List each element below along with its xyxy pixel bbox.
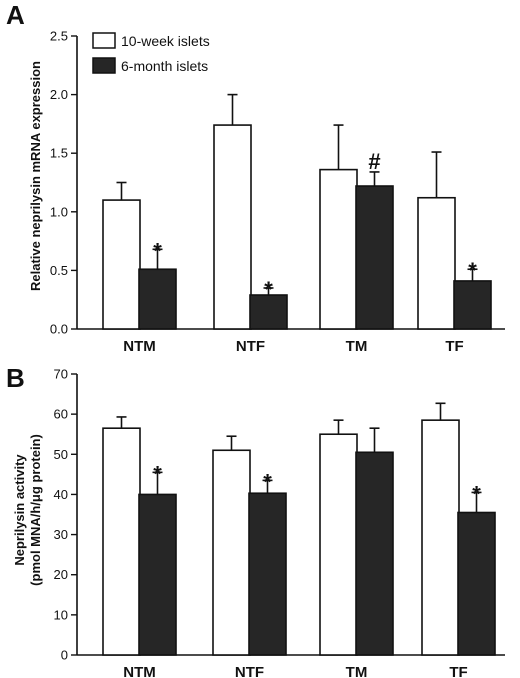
panel-b-bar-tm-10-week [319, 433, 358, 656]
panel-a-bar-ntm-6-month [138, 268, 177, 330]
panel-b-bar-tf-6-month [457, 511, 496, 656]
panel-a-bar-tm-6-month [355, 185, 394, 330]
panel-b-y-tick-label: 10 [54, 607, 68, 622]
panel-a-category-label: TF [445, 338, 463, 355]
panel-a-category-label: NTF [236, 338, 265, 355]
panel-b-bar-ntm-6-month [138, 493, 177, 656]
panel-b-y-axis-label-line-2: (pmol MNA/h/μg protein) [28, 434, 43, 586]
panel-b-y-tick-label: 40 [54, 487, 68, 502]
panel-a-y-tick-label: 2.0 [50, 87, 68, 102]
panel-b-category-label: TF [449, 664, 467, 678]
panel-a-bar-tf-10-week [417, 196, 456, 330]
panel-a-y-tick-label: 0.5 [50, 263, 68, 278]
panel-a-bar-ntf-6-month [249, 294, 288, 330]
panel-b-bar-ntf-6-month [248, 492, 287, 656]
panel-b: B Neprilysin activity (pmol MNA/h/μg pro… [6, 363, 505, 678]
panel-a-bar-tm-10-week [319, 168, 358, 330]
panel-b-significance-mark: * [153, 461, 162, 486]
panel-b-y-tick-label: 70 [54, 367, 68, 382]
panel-a-significance-mark: * [153, 238, 162, 263]
legend-swatch-10-week [92, 32, 116, 49]
panel-b-y-tick-label: 60 [54, 407, 68, 422]
panel-a-significance-mark: * [264, 277, 273, 302]
panel-a-letter: A [6, 0, 25, 30]
panel-b-significance-mark: * [263, 469, 272, 494]
panel-b-y-tick-label: 50 [54, 447, 68, 462]
panel-a-significance-mark: # [368, 149, 380, 174]
legend: 10-week islets 6-month islets [92, 32, 210, 74]
panel-b-category-label: TM [346, 664, 368, 678]
panel-a-y-tick-label: 1.5 [50, 146, 68, 161]
panel-a-y-axis-label: Relative neprilysin mRNA expression [28, 61, 43, 291]
legend-label-10-week: 10-week islets [121, 33, 210, 49]
panel-b-category-label: NTF [235, 664, 264, 678]
panel-a-bar-ntf-10-week [213, 124, 252, 330]
panel-b-bar-tf-10-week [421, 419, 460, 656]
panel-a-y-tick-label: 1.0 [50, 204, 68, 219]
panel-a: A Relative neprilysin mRNA expression 0.… [6, 0, 505, 355]
legend-swatch-6-month [92, 57, 116, 74]
panel-a-category-label: NTM [123, 338, 156, 355]
panel-a-y-tick-label: 2.5 [50, 29, 68, 44]
panel-b-y-tick-label: 0 [61, 648, 68, 663]
panel-a-category-label: TM [346, 338, 368, 355]
panel-a-bar-tf-6-month [453, 280, 492, 330]
panel-b-y-tick-label: 30 [54, 527, 68, 542]
legend-label-6-month: 6-month islets [121, 58, 208, 74]
panel-b-plot: 0 10 20 30 40 50 60 70 * NTM * NTF TM * TF [54, 367, 505, 678]
panel-b-category-label: NTM [123, 664, 156, 678]
panel-b-bar-ntf-10-week [212, 449, 251, 656]
panel-a-y-tick-label: 0.0 [50, 322, 68, 337]
panel-b-significance-mark: * [472, 481, 481, 506]
panel-b-bar-tm-6-month [355, 451, 394, 656]
panel-b-bar-ntm-10-week [102, 427, 141, 656]
panel-b-y-axis-label-line-1: Neprilysin activity [12, 454, 27, 566]
panel-b-y-tick-label: 20 [54, 567, 68, 582]
panel-b-y-axis-label: Neprilysin activity (pmol MNA/h/μg prote… [12, 434, 43, 586]
panel-a-bar-ntm-10-week [102, 199, 141, 330]
panel-b-letter: B [6, 363, 25, 393]
panel-a-plot: 0.0 0.5 1.0 1.5 2.0 2.5 * NTM * NTF # TM * TF [50, 29, 505, 355]
panel-a-significance-mark: * [468, 258, 477, 283]
